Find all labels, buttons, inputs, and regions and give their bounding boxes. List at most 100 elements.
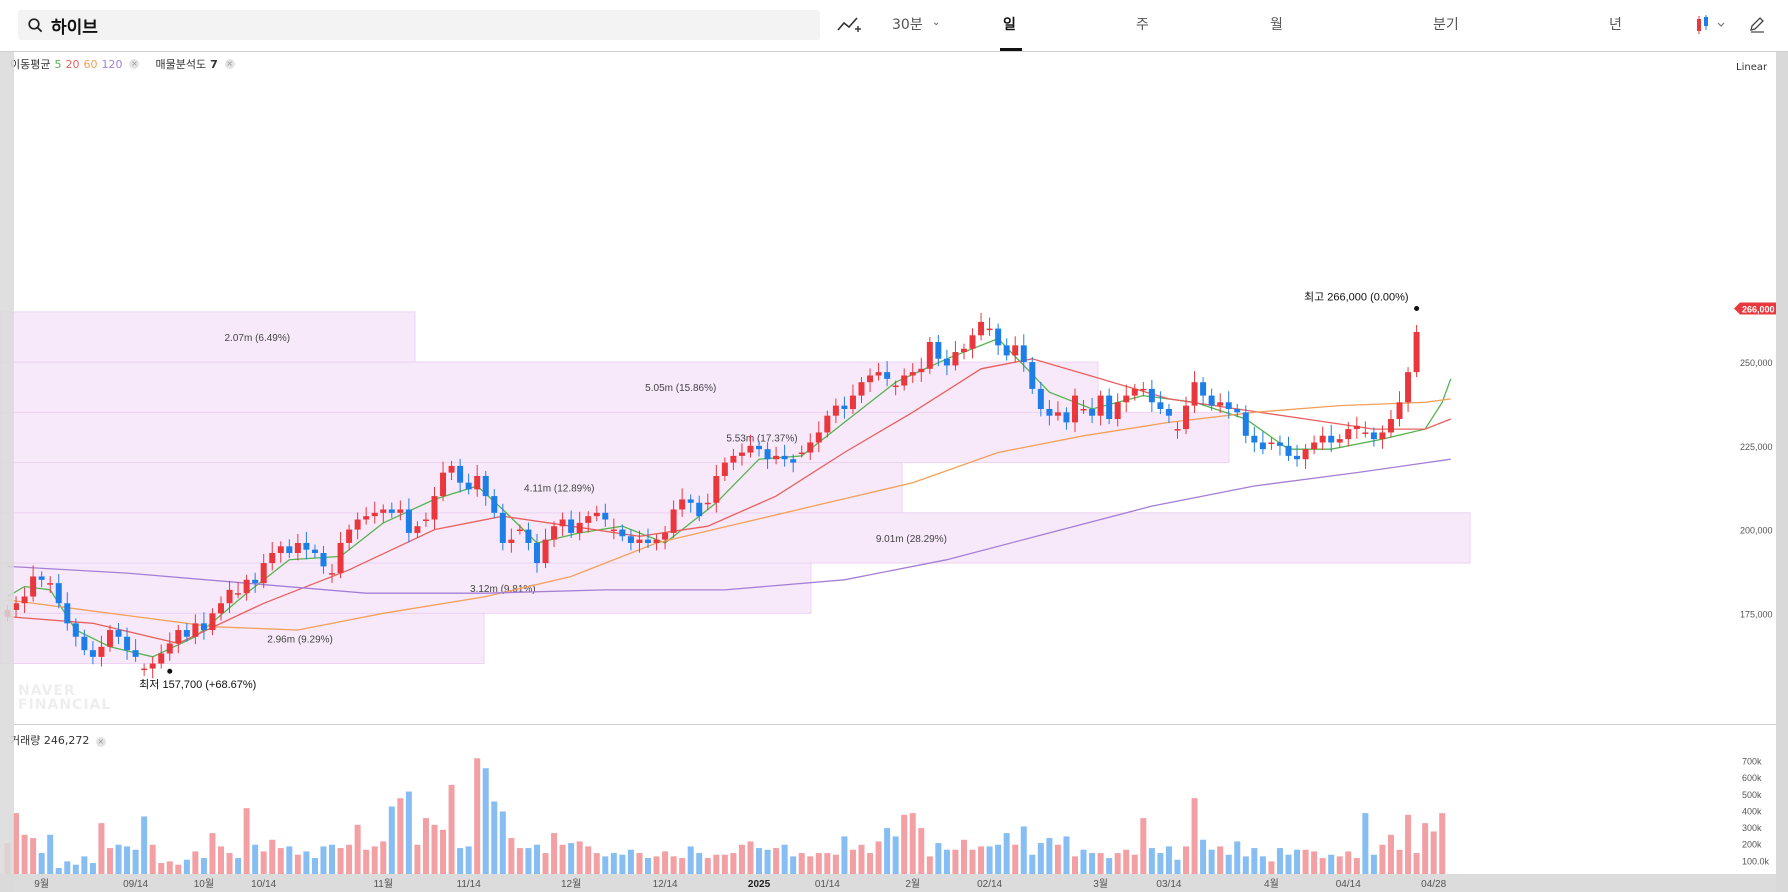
indicator-legend: 이동평균 5 20 60 120 × 매물분석도 7 ×	[10, 56, 235, 72]
volume-bar	[653, 856, 660, 878]
candle	[1037, 381, 1044, 417]
volume-bars-layer	[4, 758, 1446, 878]
candle-body	[1165, 408, 1172, 416]
candle	[1174, 422, 1181, 439]
candle-body	[1012, 345, 1019, 356]
time-axis-label: 12/14	[653, 879, 678, 890]
volume-bar	[704, 858, 711, 878]
candle-body	[721, 462, 728, 476]
candle	[1294, 444, 1301, 467]
candle-body	[756, 445, 763, 450]
volume-profile-label: 4.11m (12.89%)	[524, 484, 594, 495]
candle-body	[901, 375, 908, 386]
volume-bar	[175, 864, 182, 878]
search-bar[interactable]: 하이브	[18, 10, 820, 40]
candle	[277, 541, 284, 563]
volume-axis-label: 700k	[1742, 757, 1762, 767]
volume-bar	[627, 849, 634, 878]
price-axis-label: 200,000	[1740, 526, 1773, 536]
candle	[388, 502, 395, 518]
candle	[218, 596, 224, 621]
volume-bar	[679, 858, 686, 878]
volume-bar	[1217, 846, 1224, 878]
candle	[363, 507, 370, 525]
candle	[551, 521, 558, 547]
candle-body	[619, 529, 626, 537]
volume-bar	[1251, 848, 1258, 878]
candle	[704, 493, 711, 511]
right-scroll-strip[interactable]	[1776, 52, 1788, 892]
volume-bar	[55, 868, 62, 878]
candle-body	[986, 328, 993, 331]
candle	[1191, 371, 1198, 414]
candle	[636, 530, 643, 553]
candle	[516, 524, 523, 535]
remove-ma-icon[interactable]: ×	[129, 59, 140, 69]
candle-body	[1080, 408, 1087, 411]
tab-month[interactable]: 월	[1270, 17, 1283, 33]
candle	[585, 511, 592, 533]
pencil-icon[interactable]	[1748, 15, 1766, 33]
candle-body	[371, 512, 378, 517]
tab-week[interactable]: 주	[1136, 17, 1149, 33]
candle	[491, 489, 498, 518]
candle-body	[149, 663, 156, 669]
candle	[653, 534, 660, 551]
volume-bar	[1405, 814, 1412, 878]
candle	[790, 454, 797, 473]
interval-select[interactable]: 30분	[892, 17, 923, 33]
candle	[1225, 391, 1232, 419]
pane-divider[interactable]	[14, 724, 1776, 725]
ma-legend-title[interactable]: 이동평균	[10, 58, 51, 71]
volume-bar	[1353, 858, 1360, 878]
remove-vp-icon[interactable]: ×	[224, 59, 235, 69]
tab-day[interactable]: 일	[1003, 17, 1016, 33]
candle-chart-icon[interactable]	[1694, 14, 1728, 36]
candle-body	[457, 465, 464, 483]
tab-year[interactable]: 년	[1609, 17, 1622, 33]
candle-body	[764, 449, 771, 460]
candle	[1259, 431, 1266, 455]
time-axis-label: 11/14	[457, 879, 482, 890]
candle-body	[1054, 412, 1061, 416]
chevron-down-icon[interactable]: ⌄	[932, 17, 941, 28]
tab-quarter[interactable]: 분기	[1433, 17, 1459, 33]
volume-profile-label: 9.01m (28.29%)	[876, 534, 947, 545]
candle	[687, 494, 694, 513]
chart-type-line-icon[interactable]	[836, 15, 862, 35]
time-axis-label: 04/28	[1421, 879, 1446, 890]
candle	[978, 312, 985, 341]
candle-body	[884, 372, 891, 379]
candle-body	[832, 405, 839, 416]
active-tab-indicator	[1000, 48, 1022, 51]
volume-bar	[1379, 844, 1386, 878]
candle	[1345, 422, 1352, 447]
candle	[1413, 324, 1420, 378]
volume-bar	[1020, 826, 1027, 878]
remove-volume-icon[interactable]: ×	[95, 737, 106, 747]
candle-body	[1285, 445, 1292, 456]
time-axis-label: 09/14	[123, 879, 148, 890]
candle-body	[294, 542, 301, 554]
volume-profile-label: 2.96m (9.29%)	[267, 634, 333, 645]
candle-body	[346, 529, 353, 543]
candle	[89, 641, 96, 665]
left-scroll-strip[interactable]	[0, 52, 14, 892]
search-query[interactable]: 하이브	[51, 17, 98, 38]
vp-legend-title[interactable]: 매물분석도	[155, 58, 207, 71]
volume-profile-bar	[0, 562, 812, 614]
candle	[124, 627, 131, 660]
candle-body	[1353, 425, 1360, 430]
volume-bar	[593, 853, 600, 878]
candle-body	[405, 509, 412, 533]
candle	[72, 618, 79, 647]
search-icon[interactable]	[28, 17, 43, 33]
candle	[533, 533, 540, 573]
volume-bar	[166, 861, 173, 878]
volume-bar	[585, 846, 592, 878]
watermark-logo: NAVER FINANCIAL	[18, 683, 112, 713]
candle	[1268, 437, 1275, 450]
scale-toggle[interactable]: Linear	[1736, 62, 1768, 73]
high-marker	[1414, 306, 1420, 312]
